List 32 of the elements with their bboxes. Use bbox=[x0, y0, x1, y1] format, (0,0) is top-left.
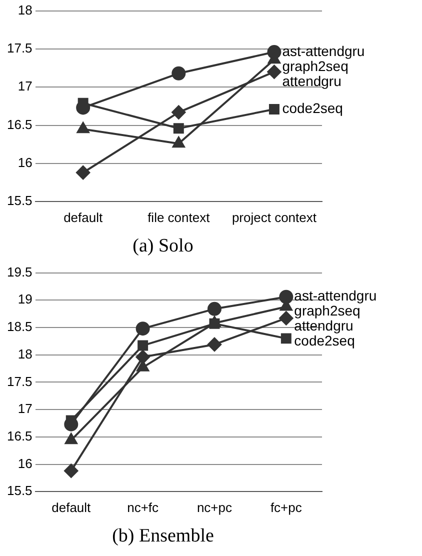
series-label: graph2seq bbox=[282, 58, 348, 74]
x-tick-label: default bbox=[64, 210, 103, 225]
series-label: ast-attendgru bbox=[282, 42, 365, 59]
x-tick-label: default bbox=[52, 500, 92, 515]
y-tick-label: 17 bbox=[18, 78, 32, 94]
y-tick-label: 17 bbox=[18, 401, 32, 416]
y-tick-label: 18.5 bbox=[6, 319, 32, 334]
series-label: attendgru bbox=[294, 318, 354, 334]
y-tick-label: 17.5 bbox=[6, 374, 32, 389]
y-tick-label: 18 bbox=[18, 346, 32, 362]
y-tick-label: 19.5 bbox=[6, 264, 32, 280]
x-tick-label: project context bbox=[232, 210, 317, 225]
y-tick-label: 16 bbox=[18, 456, 32, 471]
x-tick-label: file context bbox=[148, 210, 210, 225]
y-tick-label: 16 bbox=[18, 155, 32, 170]
x-tick-label: nc+fc bbox=[127, 500, 160, 515]
y-tick-label: 17.5 bbox=[6, 40, 32, 56]
y-tick-label: 16.5 bbox=[6, 116, 32, 132]
y-tick-label: 16.5 bbox=[6, 428, 32, 444]
series-label: graph2seq bbox=[294, 302, 360, 319]
series-label: code2seq bbox=[294, 332, 355, 349]
y-tick-label: 19 bbox=[18, 292, 32, 307]
x-tick-label: nc+pc bbox=[196, 500, 233, 515]
y-tick-label: 15.5 bbox=[6, 483, 32, 498]
y-tick-label: 18 bbox=[18, 2, 32, 18]
series-label: attendgru bbox=[282, 72, 342, 89]
x-tick-label: fc+pc bbox=[270, 500, 302, 515]
y-tick-label: 15.5 bbox=[6, 193, 32, 208]
series-label: code2seq bbox=[282, 100, 343, 116]
text: (a) Solo bbox=[132, 236, 194, 257]
text: (b) Ensemble bbox=[112, 526, 214, 547]
series-label: ast-attendgru bbox=[294, 288, 377, 304]
